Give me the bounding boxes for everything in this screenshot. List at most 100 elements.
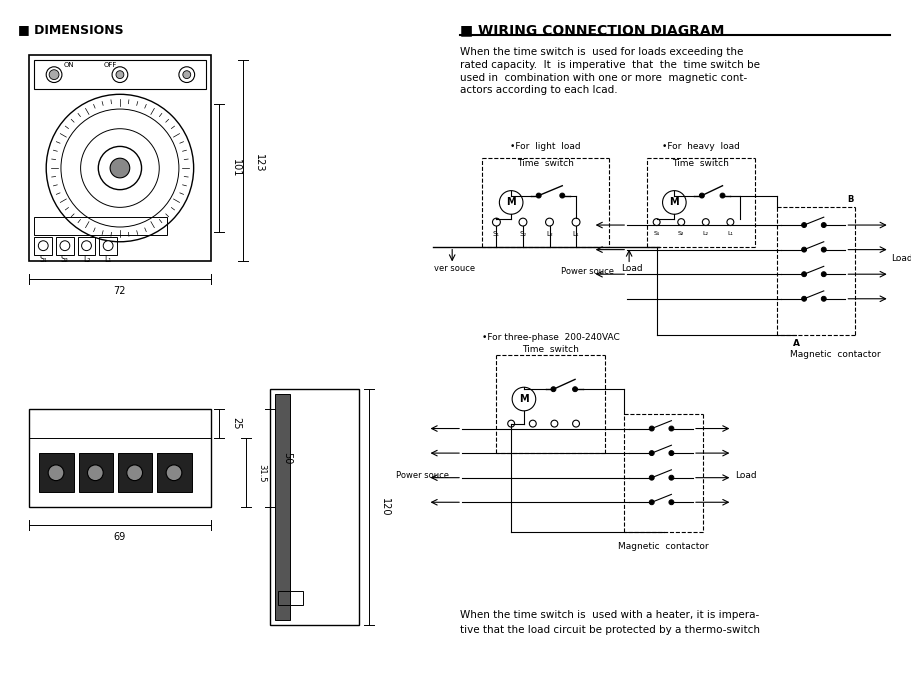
- Text: S₁: S₁: [39, 255, 47, 264]
- Circle shape: [821, 223, 825, 227]
- Circle shape: [48, 465, 64, 481]
- Circle shape: [701, 218, 709, 225]
- Bar: [29, 409, 211, 507]
- Circle shape: [166, 465, 181, 481]
- Text: L₁: L₁: [572, 231, 578, 237]
- Text: Time  switch: Time switch: [517, 159, 573, 168]
- Circle shape: [571, 218, 579, 226]
- Circle shape: [559, 193, 564, 198]
- Text: ■ DIMENSIONS: ■ DIMENSIONS: [17, 23, 123, 36]
- Circle shape: [512, 387, 535, 411]
- Text: Load: Load: [620, 264, 642, 273]
- Text: Time  switch: Time switch: [521, 346, 578, 354]
- Bar: [99, 237, 117, 255]
- Circle shape: [649, 426, 653, 431]
- Text: actors according to each lcad.: actors according to each lcad.: [459, 85, 617, 95]
- Bar: [35, 217, 167, 235]
- Text: Power souce: Power souce: [395, 471, 449, 480]
- Bar: [270, 390, 358, 625]
- Circle shape: [112, 67, 128, 82]
- Circle shape: [528, 420, 536, 427]
- Text: rated capacity.  It  is imperative  that  the  time switch be: rated capacity. It is imperative that th…: [459, 60, 759, 70]
- Circle shape: [668, 426, 673, 431]
- Text: OFF: OFF: [103, 62, 117, 68]
- Circle shape: [821, 247, 825, 252]
- Text: M: M: [669, 197, 679, 207]
- Circle shape: [649, 500, 653, 505]
- Circle shape: [507, 420, 514, 427]
- Text: Load: Load: [734, 471, 756, 480]
- Bar: [29, 55, 211, 262]
- Text: 101: 101: [230, 159, 241, 177]
- Circle shape: [668, 500, 673, 505]
- Text: S₁: S₁: [492, 231, 499, 237]
- Text: When the time switch is  used for loads exceeding the: When the time switch is used for loads e…: [459, 47, 742, 57]
- Circle shape: [649, 475, 653, 480]
- Text: •For three-phase  200-240VAC: •For three-phase 200-240VAC: [481, 333, 619, 341]
- Circle shape: [87, 465, 103, 481]
- Circle shape: [801, 247, 805, 252]
- Circle shape: [720, 193, 724, 198]
- Text: 123: 123: [253, 154, 263, 172]
- Circle shape: [668, 475, 673, 480]
- Text: ■ WIRING CONNECTION DIAGRAM: ■ WIRING CONNECTION DIAGRAM: [459, 23, 723, 38]
- Circle shape: [677, 218, 684, 225]
- Circle shape: [572, 420, 578, 427]
- Circle shape: [179, 67, 194, 82]
- Circle shape: [550, 387, 556, 392]
- Circle shape: [46, 67, 62, 82]
- Circle shape: [46, 94, 193, 242]
- Bar: [35, 237, 52, 255]
- Circle shape: [545, 218, 553, 226]
- Circle shape: [61, 109, 179, 227]
- Bar: [118, 453, 152, 493]
- Bar: [56, 237, 74, 255]
- Text: S₁: S₁: [653, 232, 660, 236]
- Bar: [78, 453, 113, 493]
- Bar: [35, 60, 206, 89]
- Circle shape: [116, 71, 124, 78]
- Text: 120: 120: [380, 498, 390, 517]
- Circle shape: [80, 128, 159, 207]
- Circle shape: [38, 240, 48, 251]
- Circle shape: [127, 465, 142, 481]
- Text: L₂: L₂: [702, 232, 708, 236]
- Text: ver souce: ver souce: [433, 264, 475, 273]
- Text: Power souce: Power souce: [561, 267, 614, 276]
- Bar: [275, 394, 290, 620]
- Text: A: A: [792, 339, 799, 348]
- Text: L₁: L₁: [727, 232, 732, 236]
- Circle shape: [182, 71, 190, 78]
- Circle shape: [649, 451, 653, 455]
- Circle shape: [492, 218, 500, 226]
- Circle shape: [49, 70, 59, 80]
- Text: ON: ON: [64, 62, 74, 68]
- Circle shape: [98, 146, 141, 190]
- Circle shape: [668, 451, 673, 455]
- Text: L₂: L₂: [546, 231, 552, 237]
- Text: M: M: [518, 394, 528, 404]
- Text: •For  heavy  load: •For heavy load: [661, 142, 739, 151]
- Bar: [77, 237, 96, 255]
- Text: Load: Load: [891, 254, 911, 263]
- Text: 31.5: 31.5: [257, 464, 266, 482]
- Circle shape: [499, 190, 522, 214]
- Text: 69: 69: [114, 532, 126, 541]
- Circle shape: [661, 190, 685, 214]
- Text: Magnetic  contactor: Magnetic contactor: [789, 350, 880, 359]
- Text: 25: 25: [230, 418, 241, 430]
- Text: tive that the load circuit be protected by a thermo-switch: tive that the load circuit be protected …: [459, 625, 759, 635]
- Circle shape: [801, 272, 805, 277]
- Text: S₂: S₂: [677, 232, 683, 236]
- Circle shape: [801, 296, 805, 301]
- Circle shape: [518, 218, 527, 226]
- Circle shape: [801, 223, 805, 227]
- Text: S₂: S₂: [61, 255, 68, 264]
- Circle shape: [110, 158, 129, 178]
- Text: Magnetic  contactor: Magnetic contactor: [618, 543, 708, 552]
- Circle shape: [60, 240, 70, 251]
- Text: 72: 72: [114, 286, 126, 296]
- Circle shape: [821, 296, 825, 301]
- Text: 50: 50: [281, 452, 292, 464]
- Bar: [278, 591, 302, 605]
